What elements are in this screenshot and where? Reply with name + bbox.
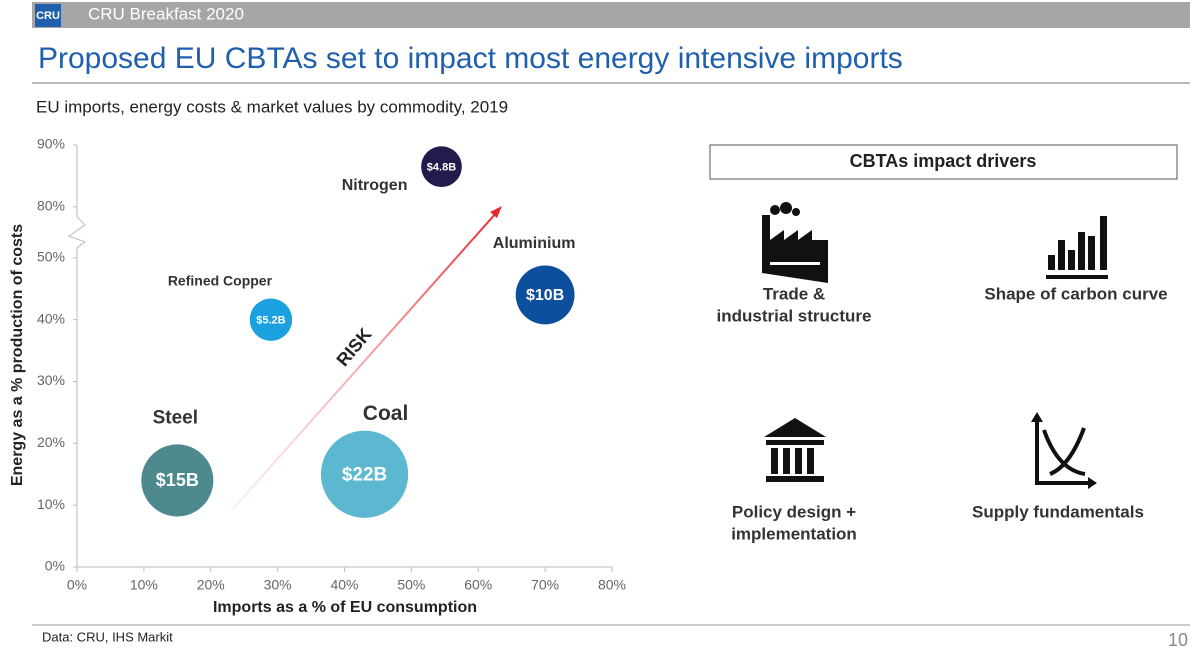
driver-label: Policy design + — [732, 502, 856, 521]
bubble — [421, 146, 462, 188]
x-tick-label: 20% — [197, 577, 225, 593]
bubble-value-label: $5.2B — [256, 315, 285, 327]
source: Data: CRU, IHS Markit — [42, 629, 173, 644]
logo-box — [35, 4, 61, 27]
header-event: CRU Breakfast 2020 — [88, 4, 244, 23]
bubble-value-label: $15B — [156, 470, 199, 490]
x-tick-label: 80% — [598, 577, 626, 593]
header-bar — [32, 2, 1190, 28]
risk-label: RISK — [333, 324, 376, 370]
driver-label: Supply fundamentals — [972, 502, 1144, 521]
x-axis-label: Imports as a % of EU consumption — [213, 599, 477, 616]
y-tick-label: 50% — [37, 249, 65, 265]
y-tick-label: 40% — [37, 310, 65, 326]
drivers-title: CBTAs impact drivers — [850, 151, 1037, 171]
y-tick-label: 10% — [37, 496, 65, 512]
x-tick-label: 60% — [464, 577, 492, 593]
bubble-value-label: $4.8B — [427, 162, 456, 174]
y-axis-label: Energy as a % production of costs — [9, 224, 26, 486]
x-tick-label: 70% — [531, 577, 559, 593]
y-tick-label: 80% — [37, 198, 65, 214]
x-tick-label: 0% — [67, 577, 87, 593]
y-tick-label: 30% — [37, 372, 65, 388]
bubble — [515, 265, 575, 325]
y-tick-label: 90% — [37, 136, 65, 152]
slide-title: Proposed EU CBTAs set to impact most ene… — [38, 42, 903, 75]
chart-title: EU imports, energy costs & market values… — [36, 97, 508, 116]
driver-label: industrial structure — [717, 306, 872, 325]
risk-arrow — [231, 211, 498, 511]
x-tick-label: 30% — [264, 577, 292, 593]
x-tick-label: 50% — [397, 577, 425, 593]
bubble-value-label: $10B — [526, 287, 564, 304]
bubble-name: Nitrogen — [342, 177, 408, 194]
page-number: 10 — [1168, 630, 1188, 650]
x-tick-label: 10% — [130, 577, 158, 593]
drivers-box — [709, 144, 1178, 180]
bubble — [249, 298, 293, 341]
axis-break — [67, 216, 87, 249]
x-tick-label: 40% — [330, 577, 358, 593]
driver-label: Shape of carbon curve — [984, 284, 1167, 303]
driver-label: implementation — [731, 524, 857, 543]
y-tick-label: 20% — [37, 434, 65, 450]
bubble-name: Steel — [153, 407, 198, 428]
bubble — [141, 444, 214, 517]
bubble-name: Aluminium — [493, 235, 576, 252]
bubble-name: Refined Copper — [168, 272, 273, 288]
bubble-value-label: $22B — [342, 464, 387, 485]
risk-arrowhead — [490, 206, 502, 218]
bank-icon — [764, 418, 826, 482]
y-tick-label: 0% — [45, 558, 65, 574]
driver-label: Trade & — [763, 284, 825, 303]
bubble-name: Coal — [363, 402, 409, 425]
bar-icon — [1046, 216, 1108, 279]
bubble — [320, 430, 409, 518]
supply-icon — [1035, 420, 1092, 485]
supply-arrowheads — [1031, 412, 1097, 489]
logo: CRU — [36, 10, 60, 22]
factory-icon — [762, 202, 828, 283]
